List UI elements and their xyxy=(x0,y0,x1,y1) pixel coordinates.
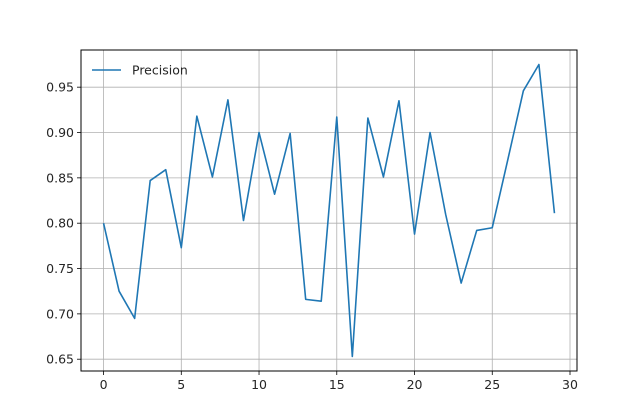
x-tick-label: 15 xyxy=(329,377,345,392)
x-tick-label: 25 xyxy=(484,377,500,392)
series-layer xyxy=(102,63,556,358)
legend-label: Precision xyxy=(132,63,188,78)
x-tick-label: 0 xyxy=(100,377,108,392)
y-tick-label: 0.95 xyxy=(46,80,74,95)
plot-area-frame xyxy=(80,49,578,372)
x-tick-label: 5 xyxy=(177,377,185,392)
x-tick-label: 10 xyxy=(251,377,267,392)
y-tick-label: 0.65 xyxy=(46,352,74,367)
legend: Precision xyxy=(92,63,188,78)
x-tick-label: 20 xyxy=(407,377,423,392)
x-axis: 0 5 10 15 20 25 30 xyxy=(100,371,578,392)
x-tick-label: 30 xyxy=(562,377,578,392)
y-tick-label: 0.85 xyxy=(46,170,74,185)
series-line-precision xyxy=(102,63,556,358)
y-tick-label: 0.70 xyxy=(46,306,74,321)
y-tick-label: 0.90 xyxy=(46,125,74,140)
y-axis: 0.65 0.70 0.75 0.80 0.85 0.90 0.95 xyxy=(46,80,81,367)
grid xyxy=(81,50,577,371)
y-tick-label: 0.75 xyxy=(46,261,74,276)
y-tick-label: 0.80 xyxy=(46,216,74,231)
